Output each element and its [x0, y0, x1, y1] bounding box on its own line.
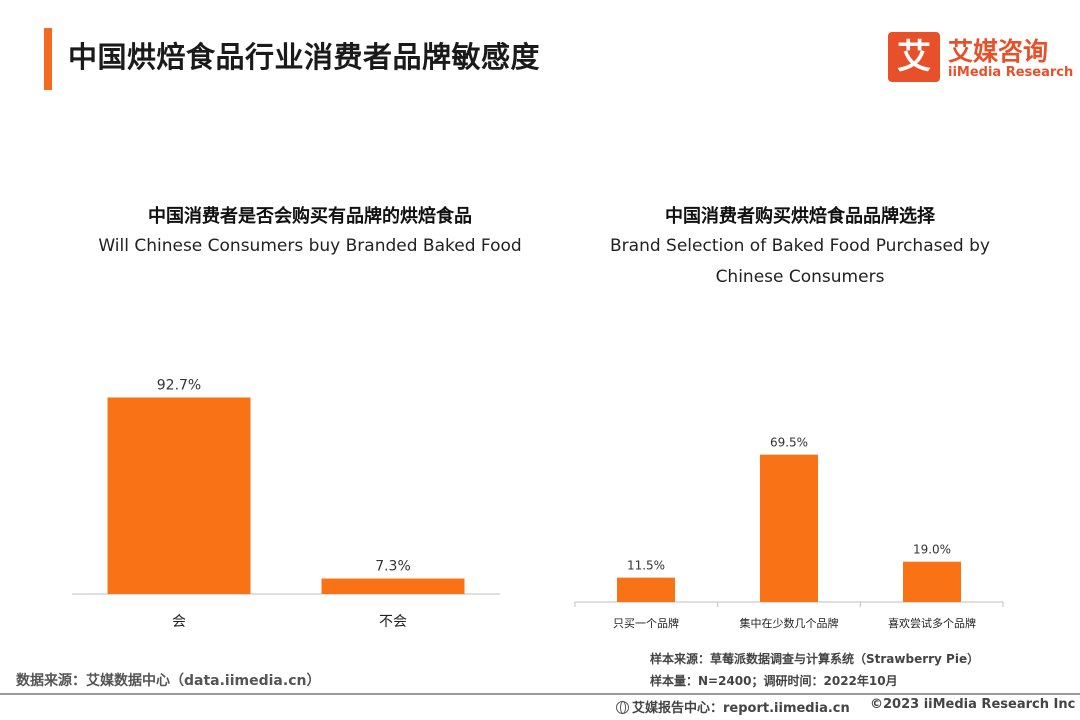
sample-size-note: 样本量：N=2400；调研时间：2022年10月	[650, 674, 898, 688]
left-chart-category-label: 会	[172, 614, 186, 630]
left-chart-value-label: 7.3%	[375, 559, 411, 575]
right-chart-bar	[760, 454, 818, 602]
page-title: 中国烘焙食品行业消费者品牌敏感度	[68, 40, 541, 74]
footer-divider	[0, 693, 1080, 695]
left-chart-value-label: 92.7%	[157, 377, 201, 393]
report-center-text: 艾媒报告中心：report.iimedia.cn	[632, 701, 850, 716]
left-chart-bar	[321, 578, 465, 594]
logo-english-name: iiMedia Research	[948, 65, 1074, 80]
report-center-link[interactable]: 艾媒报告中心：report.iimedia.cn	[616, 697, 850, 716]
right-chart-subtitle-line-2: Chinese Consumers	[715, 267, 885, 287]
logo-chinese-name: 艾媒咨询	[948, 37, 1049, 66]
brand-logo[interactable]: 艾 艾媒咨询 iiMedia Research	[888, 32, 1073, 84]
left-chart-title: 中国消费者是否会购买有品牌的烘焙食品	[148, 206, 472, 227]
copyright: ©2023 iiMedia Research Inc	[870, 697, 1076, 712]
right-chart-title: 中国消费者购买烘焙食品品牌选择	[665, 206, 935, 227]
left-chart-category-label: 不会	[379, 614, 407, 630]
right-chart-category-label: 喜欢尝试多个品牌	[888, 616, 976, 630]
right-chart-category-label: 只买一个品牌	[613, 616, 679, 630]
globe-icon	[616, 701, 629, 714]
right-chart-bar	[903, 561, 961, 602]
sample-source-note: 样本来源：草莓派数据调查与计算系统（Strawberry Pie）	[650, 652, 980, 666]
right-chart-value-label: 11.5%	[627, 559, 665, 573]
right-chart-subtitle: Brand Selection of Baked Food Purchased …	[560, 231, 1040, 293]
data-source: 数据来源：艾媒数据中心（data.iimedia.cn）	[16, 673, 321, 689]
right-chart-category-label: 集中在少数几个品牌	[740, 616, 839, 630]
left-chart-bar	[107, 397, 251, 594]
logo-mark-icon: 艾	[888, 32, 940, 82]
right-chart-subtitle-line-1: Brand Selection of Baked Food Purchased …	[610, 236, 990, 256]
title-accent-bar	[44, 28, 52, 90]
right-chart-value-label: 69.5%	[770, 436, 808, 450]
left-chart-subtitle: Will Chinese Consumers buy Branded Baked…	[98, 236, 522, 256]
right-chart-value-label: 19.0%	[913, 543, 951, 557]
right-chart-bar	[617, 577, 675, 602]
